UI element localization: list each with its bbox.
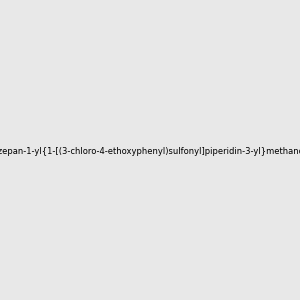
Text: Azepan-1-yl{1-[(3-chloro-4-ethoxyphenyl)sulfonyl]piperidin-3-yl}methanone: Azepan-1-yl{1-[(3-chloro-4-ethoxyphenyl)…	[0, 147, 300, 156]
